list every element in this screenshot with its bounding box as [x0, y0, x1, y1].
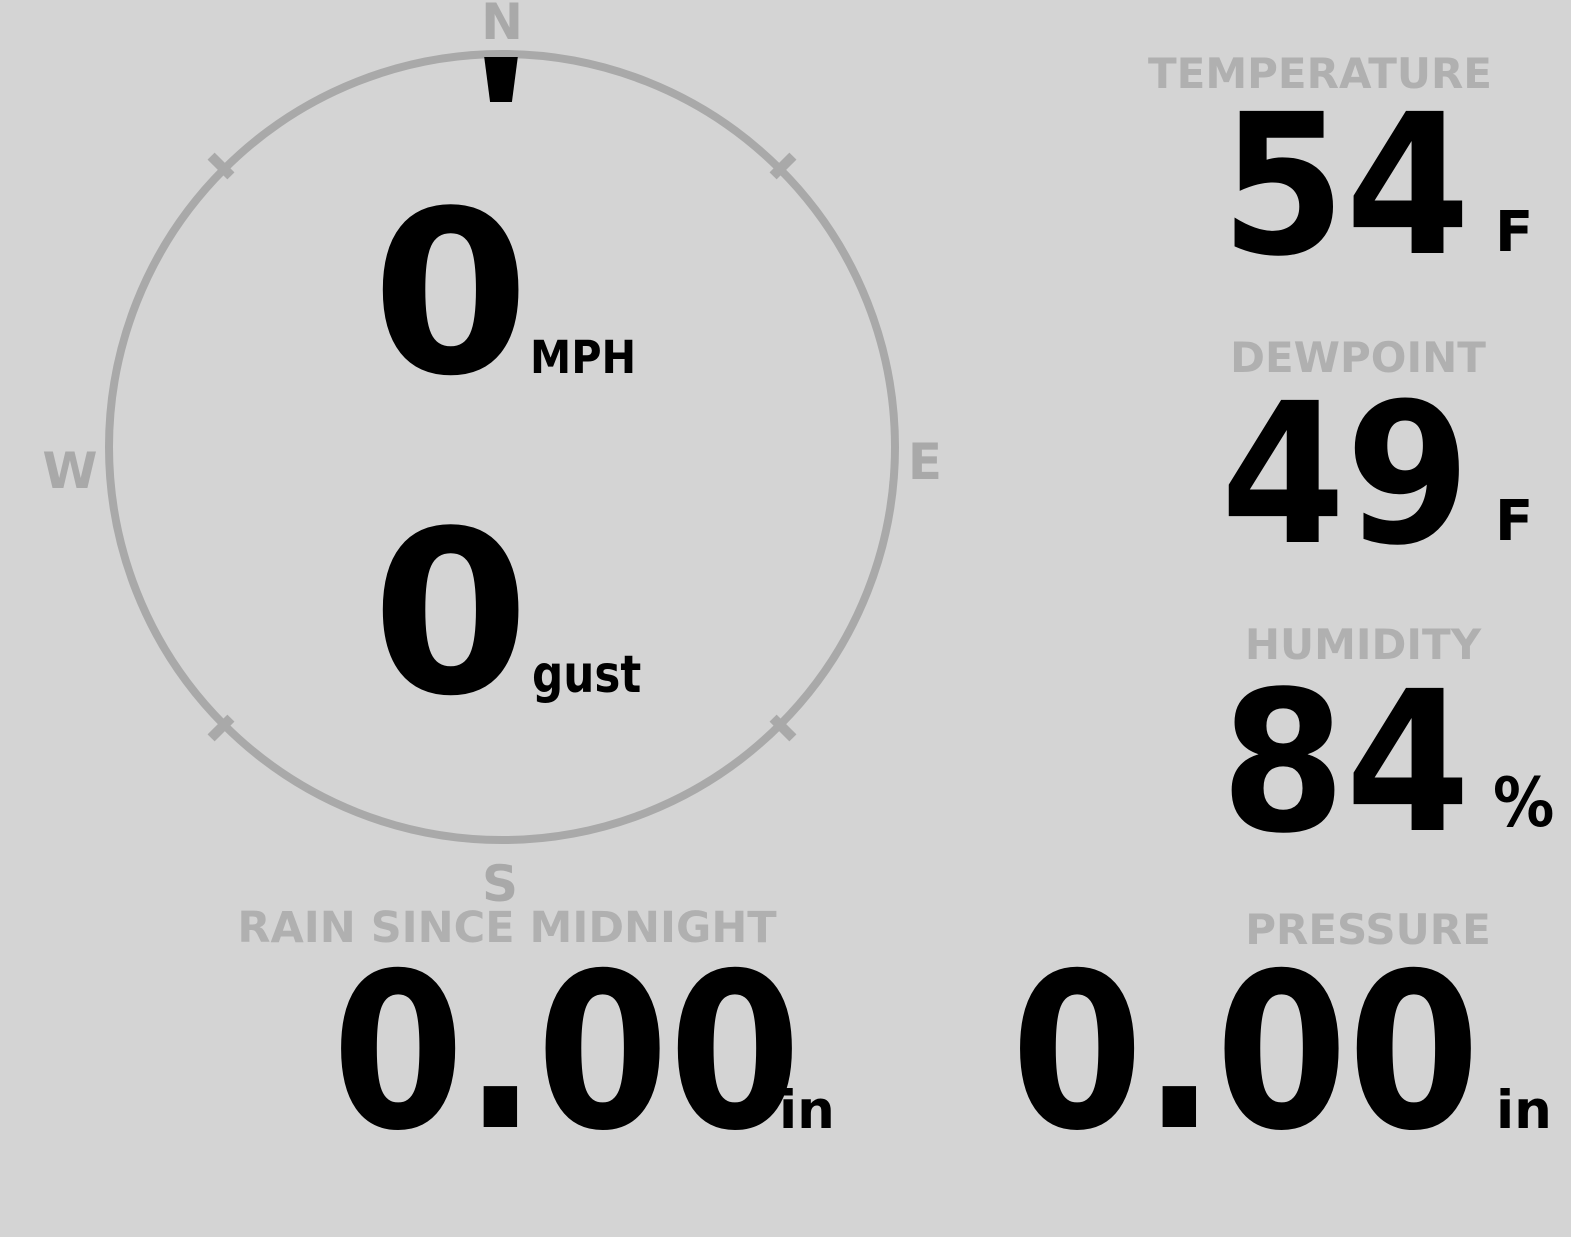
temperature-unit: F: [1495, 200, 1534, 265]
compass-cardinal-north: N: [481, 0, 523, 51]
compass-cardinal-south: S: [481, 855, 519, 913]
wind-gust-unit: gust: [532, 645, 642, 705]
dewpoint-label: DEWPOINT: [1230, 333, 1486, 382]
compass-cardinal-east: E: [907, 433, 943, 491]
pressure-label: PRESSURE: [1245, 905, 1491, 954]
humidity-value: 84: [1220, 649, 1470, 876]
compass-ring: [105, 50, 899, 844]
temperature-label: TEMPERATURE: [1148, 49, 1492, 98]
wind-gust-value: 0: [372, 483, 530, 746]
compass-cardinal-west: W: [42, 442, 98, 500]
dewpoint-unit: F: [1495, 489, 1534, 554]
rain-unit: in: [779, 1080, 835, 1141]
wind-speed-value: 0: [372, 163, 530, 426]
dewpoint-value: 49: [1220, 361, 1470, 588]
pressure-unit: in: [1496, 1080, 1552, 1141]
pressure-value: 0.00: [1011, 927, 1480, 1178]
humidity-unit: %: [1493, 764, 1555, 843]
rain-value: 0.00: [332, 927, 801, 1178]
wind-direction-pointer-icon: [484, 57, 518, 102]
wind-speed-unit: MPH: [530, 331, 637, 384]
rain-label: RAIN SINCE MIDNIGHT: [237, 903, 777, 953]
temperature-value: 54: [1220, 72, 1470, 299]
humidity-label: HUMIDITY: [1244, 620, 1482, 669]
